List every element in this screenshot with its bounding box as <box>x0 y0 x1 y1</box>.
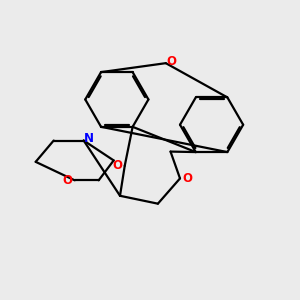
Text: N: N <box>84 132 94 146</box>
Text: O: O <box>63 174 73 187</box>
Text: O: O <box>167 55 176 68</box>
Text: O: O <box>182 172 192 185</box>
Text: O: O <box>113 159 123 172</box>
